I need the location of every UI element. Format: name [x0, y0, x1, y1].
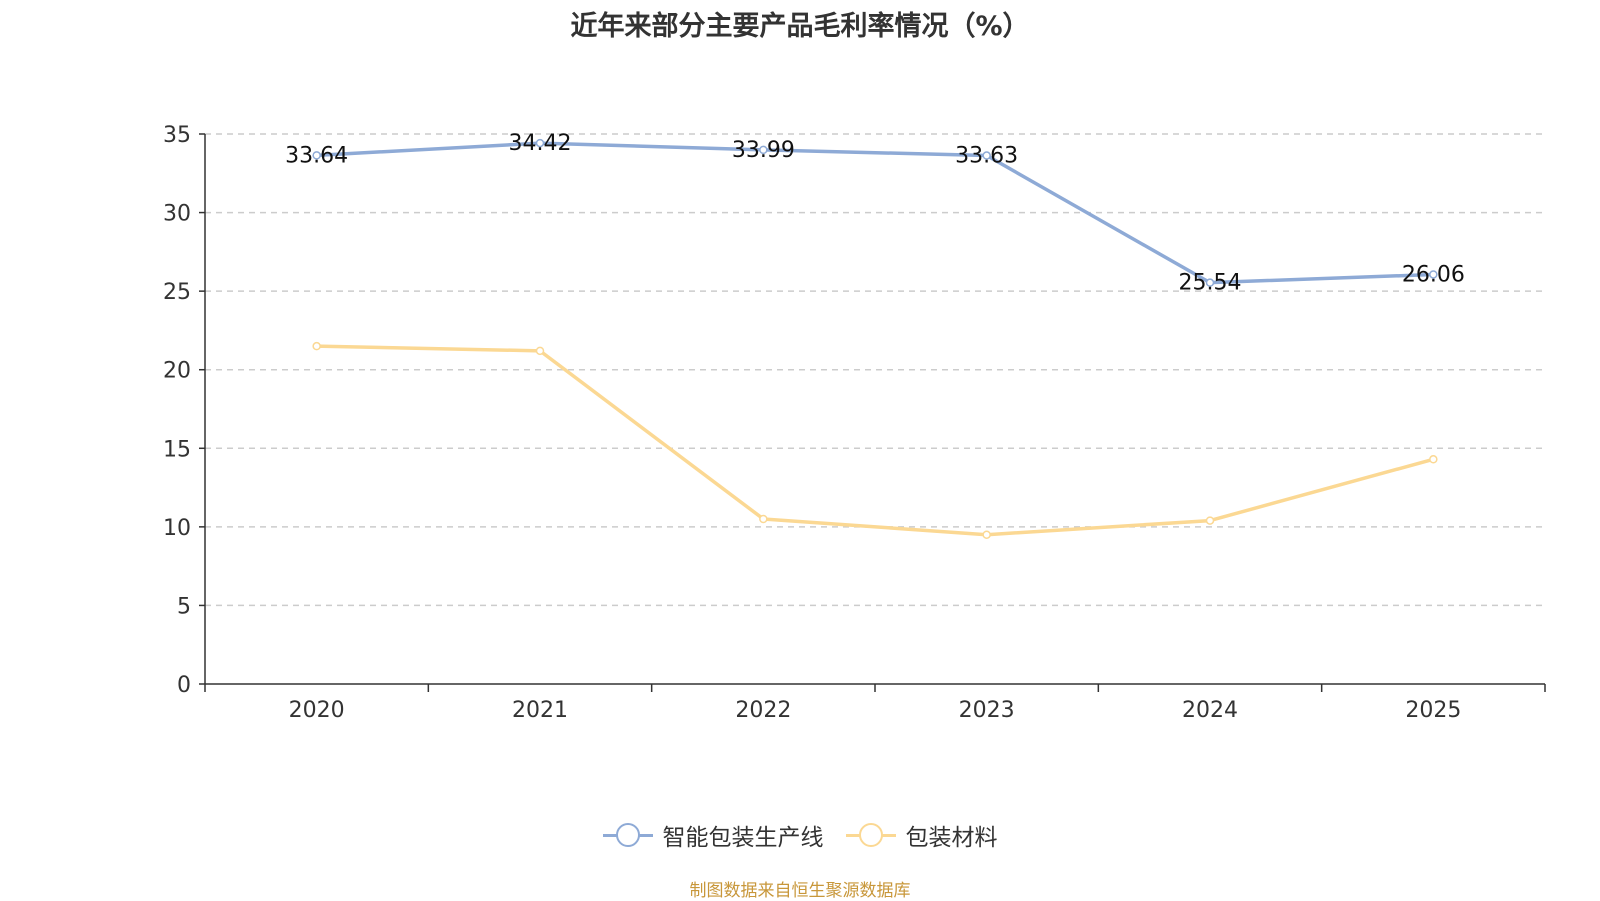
data-point	[312, 341, 321, 351]
data-point	[312, 151, 321, 160]
y-tick-label: 0	[177, 673, 191, 698]
x-tick-label: 2025	[1405, 698, 1461, 723]
data-point	[1205, 516, 1215, 525]
source-note: 制图数据来自恒生聚源数据库	[689, 881, 911, 901]
chart-title: 近年来部分主要产品毛利率情况（%）	[570, 11, 1030, 42]
y-tick-label: 35	[163, 123, 191, 148]
x-tick-label: 2020	[289, 698, 345, 723]
data-point	[982, 151, 991, 160]
data-point	[1205, 278, 1215, 287]
y-tick-label: 30	[163, 202, 191, 227]
x-tick-label: 2023	[959, 698, 1015, 723]
y-tick-label: 25	[163, 280, 191, 305]
data-label: 33.63	[955, 144, 1018, 169]
legend-label: 包装材料	[905, 825, 998, 851]
series-line-0	[316, 141, 1434, 285]
data-label: 25.54	[1179, 271, 1242, 296]
data-point	[1429, 270, 1438, 279]
legend-marker-icon	[845, 821, 896, 849]
data-point	[535, 346, 545, 356]
x-tick-label: 2024	[1182, 698, 1238, 723]
data-point	[982, 530, 991, 539]
data-label: 33.99	[732, 138, 795, 163]
y-tick-label: 5	[177, 594, 191, 619]
legend-label: 智能包装生产线	[662, 825, 824, 851]
legend-marker-icon	[602, 821, 653, 849]
data-label: 26.06	[1402, 262, 1465, 287]
data-point	[1429, 455, 1438, 464]
series-line-1	[316, 344, 1434, 537]
data-label: 34.42	[509, 131, 572, 156]
legend: 智能包装生产线 包装材料	[0, 818, 1600, 852]
y-tick-label: 20	[163, 359, 191, 384]
legend-item-series-0[interactable]: 智能包装生产线	[602, 818, 824, 852]
x-tick-label: 2021	[512, 698, 568, 723]
data-point	[535, 138, 545, 148]
data-point	[759, 514, 768, 524]
y-tick-label: 10	[163, 516, 191, 541]
x-tick-label: 2022	[735, 698, 791, 723]
data-label: 33.64	[285, 143, 348, 168]
legend-item-series-1[interactable]: 包装材料	[845, 818, 998, 852]
data-point	[759, 145, 768, 155]
y-tick-label: 15	[163, 437, 191, 462]
